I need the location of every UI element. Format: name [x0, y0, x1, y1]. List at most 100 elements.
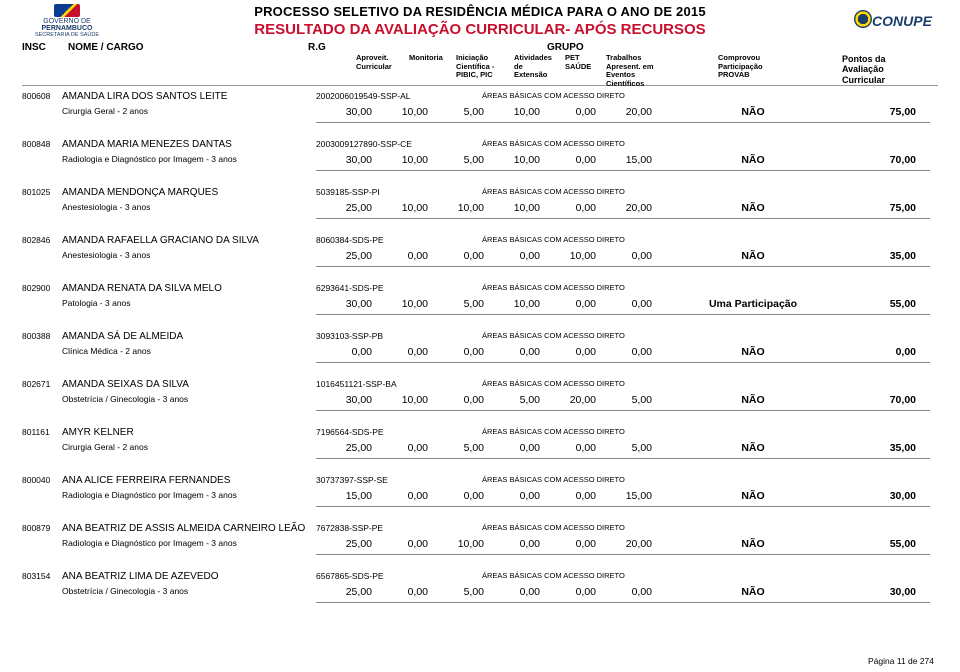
total-value: 55,00 — [890, 538, 916, 550]
v3: 5,00 — [438, 106, 484, 118]
v6: 0,00 — [606, 298, 652, 310]
v1: 25,00 — [326, 586, 372, 598]
v2: 10,00 — [382, 202, 428, 214]
hdr-monitoria: Monitoria — [409, 54, 449, 63]
v4: 10,00 — [494, 298, 540, 310]
v4: 0,00 — [494, 442, 540, 454]
v4: 0,00 — [494, 346, 540, 358]
total-value: 70,00 — [890, 394, 916, 406]
cargo-value: Radiologia e Diagnóstico por Imagem - 3 … — [62, 154, 237, 164]
insc-value: 801025 — [22, 187, 50, 197]
name-value: ANA BEATRIZ LIMA DE AZEVEDO — [62, 571, 219, 582]
table-row: 802671AMANDA SEIXAS DA SILVA1016451121-S… — [22, 376, 938, 424]
v1: 30,00 — [326, 298, 372, 310]
name-value: ANA ALICE FERREIRA FERNANDES — [62, 475, 230, 486]
provab-value: NÃO — [698, 154, 808, 166]
provab-value: NÃO — [698, 250, 808, 262]
hdr-pet: PET SAÚDE — [565, 54, 599, 71]
v2: 0,00 — [382, 538, 428, 550]
doc-value: 7196564-SDS-PE — [316, 427, 384, 437]
insc-value: 800848 — [22, 139, 50, 149]
v6: 20,00 — [606, 106, 652, 118]
cargo-value: Radiologia e Diagnóstico por Imagem - 3 … — [62, 490, 237, 500]
provab-value: NÃO — [698, 586, 808, 598]
column-headers: INSC NOME / CARGO R.G GRUPO Aproveit. Cu… — [22, 40, 938, 86]
provab-value: NÃO — [698, 442, 808, 454]
v6: 20,00 — [606, 538, 652, 550]
cargo-value: Cirurgia Geral - 2 anos — [62, 106, 148, 116]
name-value: AMANDA LIRA DOS SANTOS LEITE — [62, 91, 227, 102]
doc-value: 1016451121-SSP-BA — [316, 379, 397, 389]
v5: 0,00 — [550, 106, 596, 118]
cargo-value: Obstetrícia / Ginecologia - 3 anos — [62, 586, 188, 596]
v6: 0,00 — [606, 586, 652, 598]
v5: 10,00 — [550, 250, 596, 262]
title-1: PROCESSO SELETIVO DA RESIDÊNCIA MÉDICA P… — [120, 4, 840, 19]
header: GOVERNO DE PERNAMBUCO SECRETARIA DE SAÚD… — [22, 4, 938, 38]
v6: 5,00 — [606, 394, 652, 406]
provab-value: NÃO — [698, 106, 808, 118]
areas-value: ÁREAS BÁSICAS COM ACESSO DIRETO — [482, 187, 625, 196]
page-footer: Página 11 de 274 — [868, 656, 934, 666]
total-value: 35,00 — [890, 250, 916, 262]
v3: 0,00 — [438, 490, 484, 502]
provab-value: Uma Participação — [698, 298, 808, 310]
areas-value: ÁREAS BÁSICAS COM ACESSO DIRETO — [482, 427, 625, 436]
v5: 0,00 — [550, 346, 596, 358]
v2: 10,00 — [382, 298, 428, 310]
doc-value: 30737397-SSP-SE — [316, 475, 388, 485]
total-value: 35,00 — [890, 442, 916, 454]
v6: 15,00 — [606, 490, 652, 502]
doc-value: 5039185-SSP-PI — [316, 187, 380, 197]
cargo-value: Radiologia e Diagnóstico por Imagem - 3 … — [62, 538, 237, 548]
doc-value: 7672838-SSP-PE — [316, 523, 383, 533]
logo-line1: GOVERNO DE — [43, 18, 90, 25]
doc-value: 6293641-SDS-PE — [316, 283, 384, 293]
areas-value: ÁREAS BÁSICAS COM ACESSO DIRETO — [482, 379, 625, 388]
doc-value: 2003009127890-SSP-CE — [316, 139, 412, 149]
cargo-value: Obstetrícia / Ginecologia - 3 anos — [62, 394, 188, 404]
areas-value: ÁREAS BÁSICAS COM ACESSO DIRETO — [482, 331, 625, 340]
v6: 5,00 — [606, 442, 652, 454]
v3: 5,00 — [438, 298, 484, 310]
provab-value: NÃO — [698, 490, 808, 502]
table-row: 801025AMANDA MENDONÇA MARQUES5039185-SSP… — [22, 184, 938, 232]
v5: 0,00 — [550, 538, 596, 550]
insc-value: 802671 — [22, 379, 50, 389]
v4: 0,00 — [494, 490, 540, 502]
areas-value: ÁREAS BÁSICAS COM ACESSO DIRETO — [482, 235, 625, 244]
v3: 0,00 — [438, 394, 484, 406]
title-2: RESULTADO DA AVALIAÇÃO CURRICULAR- APÓS … — [120, 21, 840, 38]
v5: 0,00 — [550, 154, 596, 166]
hdr-aproveit: Aproveit. Curricular — [356, 54, 402, 71]
total-value: 55,00 — [890, 298, 916, 310]
doc-value: 8060384-SDS-PE — [316, 235, 384, 245]
doc-value: 6567865-SDS-PE — [316, 571, 384, 581]
insc-value: 800388 — [22, 331, 50, 341]
areas-value: ÁREAS BÁSICAS COM ACESSO DIRETO — [482, 571, 625, 580]
table-row: 800848AMANDA MARIA MENEZES DANTAS2003009… — [22, 136, 938, 184]
areas-value: ÁREAS BÁSICAS COM ACESSO DIRETO — [482, 91, 625, 100]
v6: 15,00 — [606, 154, 652, 166]
table-row: 800040ANA ALICE FERREIRA FERNANDES307373… — [22, 472, 938, 520]
hdr-nome: NOME / CARGO — [68, 42, 144, 53]
logo-line2: PERNAMBUCO — [42, 25, 93, 32]
v2: 0,00 — [382, 346, 428, 358]
name-value: ANA BEATRIZ DE ASSIS ALMEIDA CARNEIRO LE… — [62, 523, 305, 534]
insc-value: 802846 — [22, 235, 50, 245]
areas-value: ÁREAS BÁSICAS COM ACESSO DIRETO — [482, 283, 625, 292]
table-row: 801161AMYR KELNER7196564-SDS-PEÁREAS BÁS… — [22, 424, 938, 472]
cargo-value: Anestesiologia - 3 anos — [62, 250, 150, 260]
v4: 0,00 — [494, 538, 540, 550]
v2: 0,00 — [382, 250, 428, 262]
v1: 0,00 — [326, 346, 372, 358]
v5: 0,00 — [550, 298, 596, 310]
table-row: 800879 ANA BEATRIZ DE ASSIS ALMEIDA CARNE… — [22, 520, 938, 568]
v6: 0,00 — [606, 250, 652, 262]
insc-value: 800879 — [22, 523, 50, 533]
provab-value: NÃO — [698, 538, 808, 550]
cargo-value: Patologia - 3 anos — [62, 298, 131, 308]
gov-logo: GOVERNO DE PERNAMBUCO SECRETARIA DE SAÚD… — [22, 4, 112, 38]
v4: 10,00 — [494, 202, 540, 214]
hdr-pontos: Pontos da Avaliação Curricular — [842, 54, 902, 85]
